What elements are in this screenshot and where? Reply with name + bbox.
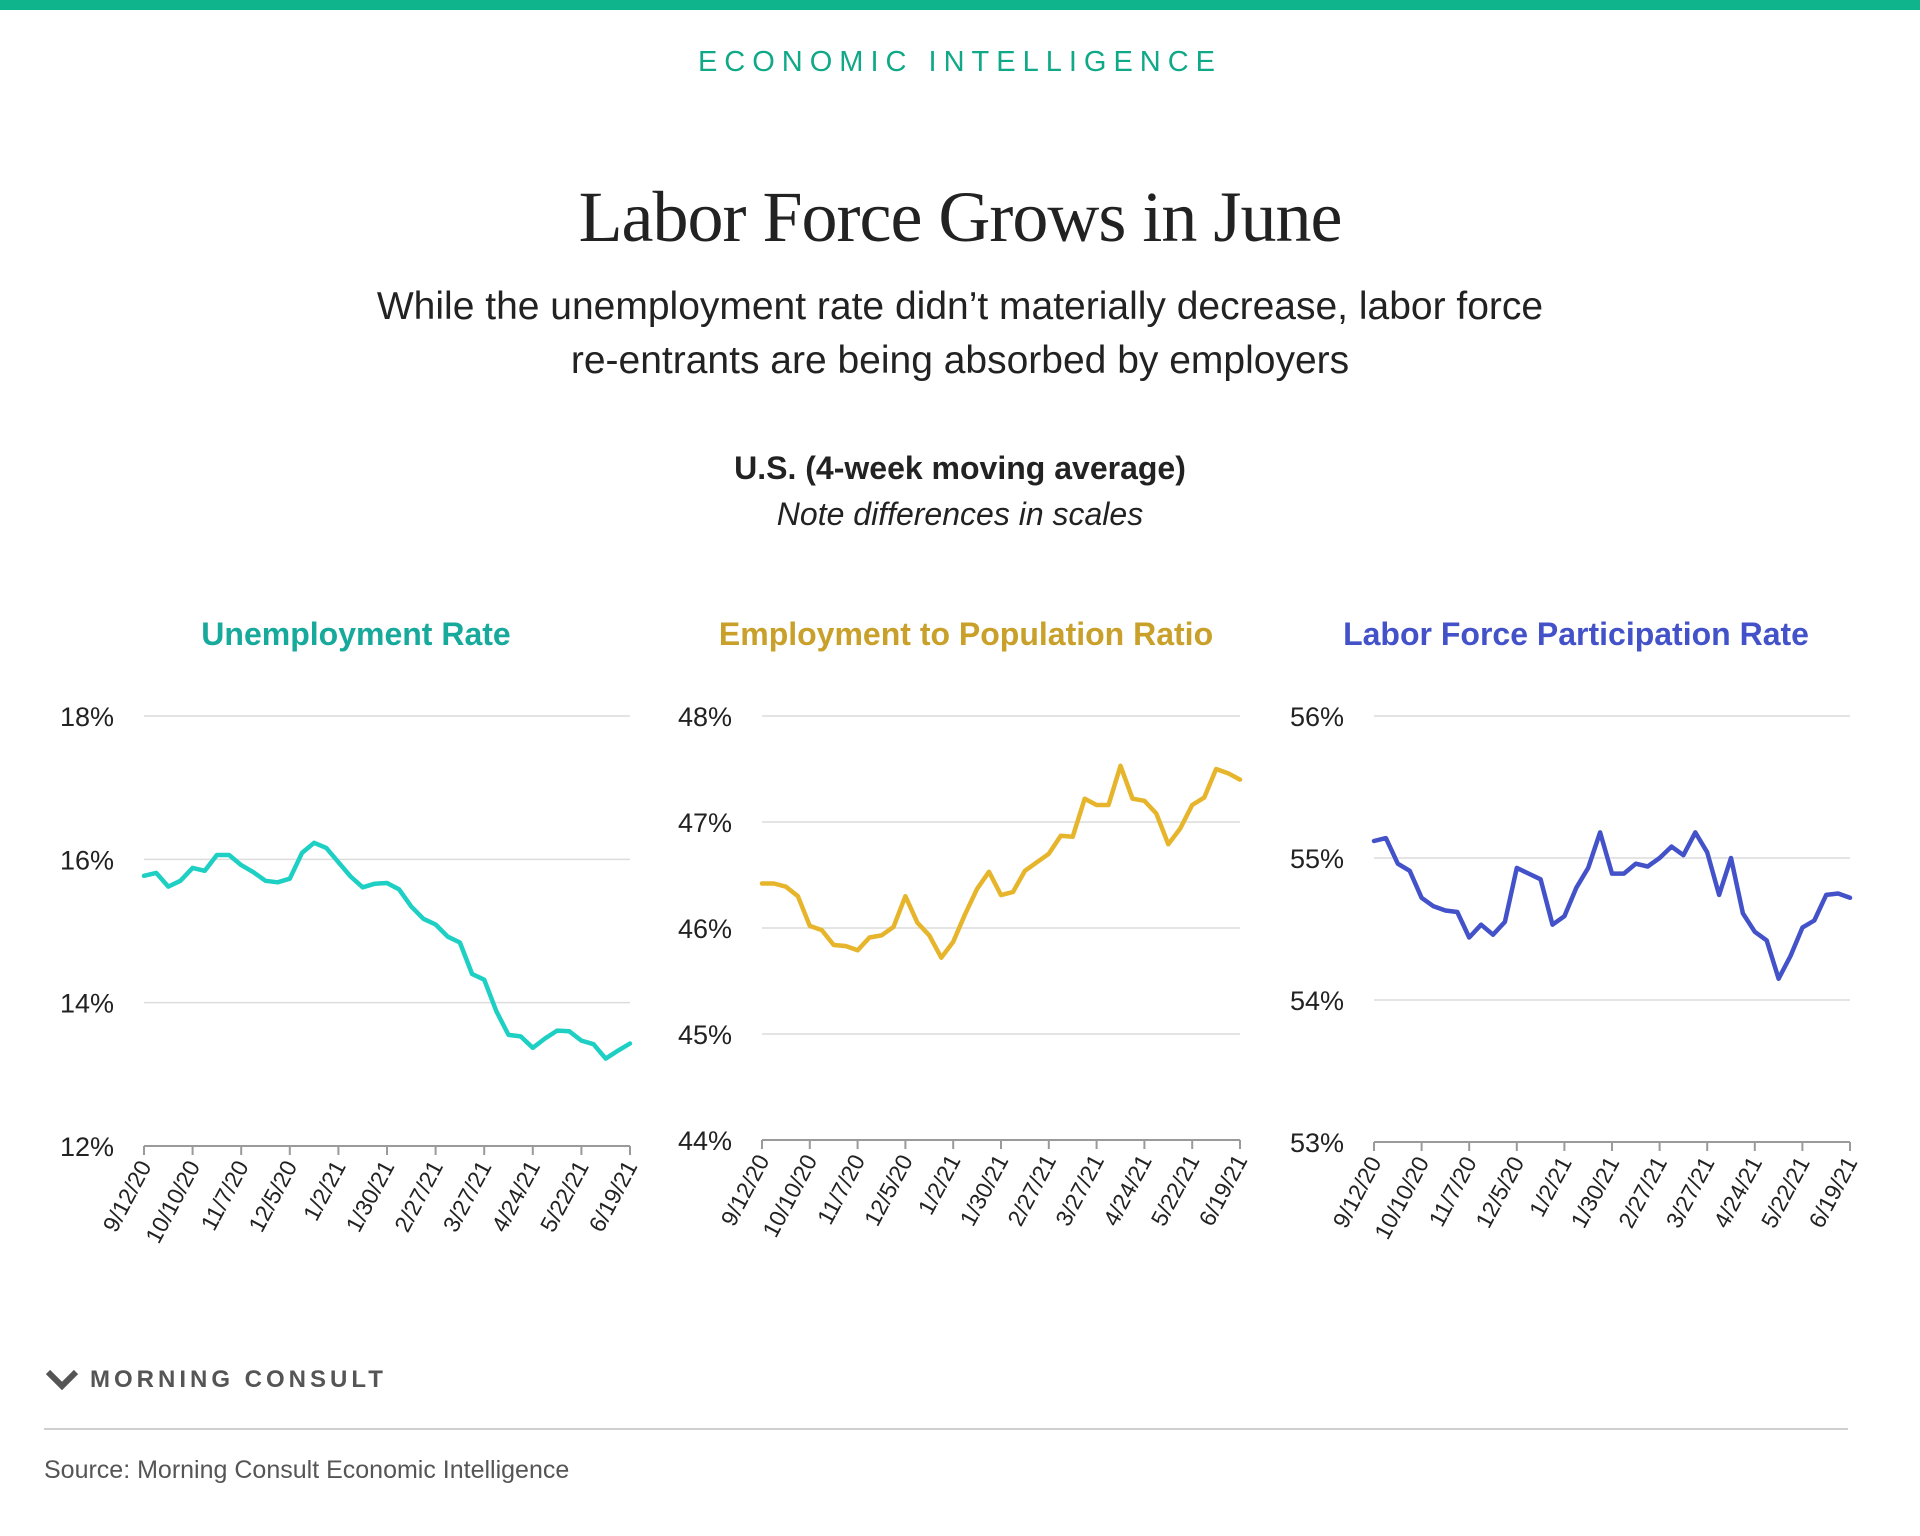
employment-population-y-tick-label: 45% [678,1020,732,1050]
participation-y-tick-label: 53% [1290,1128,1344,1158]
employment-population-y-tick-label: 48% [678,702,732,732]
chart-note: Note differences in scales [776,496,1144,532]
participation-chart-title: Labor Force Participation Rate [1343,616,1809,652]
unemployment-series-line [141,840,633,1061]
page-title: Labor Force Grows in June [578,177,1343,257]
unemployment-chart: Unemployment Rate12%14%16%18%9/12/2010/1… [60,616,642,1247]
unemployment-chart-title: Unemployment Rate [201,616,510,652]
participation-chart: Labor Force Participation Rate 53% 54% 55% 5… [1290,616,1862,1243]
employment-population-series-line [759,763,1243,960]
subtitle-line-2: re-entrants are being absorbed by employ… [570,339,1350,382]
employment-population-x-tick-label: 1/2/21 [913,1150,966,1219]
participation-y-tick-label: 56% [1290,702,1344,732]
unemployment-y-tick-label: 16% [60,845,114,875]
brand-footer: MORNING CONSULT [46,1366,387,1394]
brand-name: MORNING CONSULT [90,1366,387,1393]
unemployment-x-tick-label: 1/2/21 [298,1156,351,1225]
subtitle-line-1: While the unemployment rate didn’t mater… [376,285,1544,328]
chart-heading: U.S. (4-week moving average) [734,450,1186,486]
page-subtitle: While the unemployment rate didn’t mater… [260,280,1660,388]
unemployment-y-tick-label: 14% [60,989,114,1019]
employment-population-y-tick-label: 46% [678,914,732,944]
employment-population-y-tick-label: 44% [678,1126,732,1156]
footer-divider [44,1428,1848,1430]
employment-population-chart: Employment to Population Ratio 44% 45% 46% 4… [678,616,1252,1241]
unemployment-y-tick-label: 18% [60,702,114,732]
participation-x-tick-label: 1/2/21 [1524,1152,1577,1221]
employment-population-y-tick-label: 47% [678,808,732,838]
participation-y-tick-label: 54% [1290,986,1344,1016]
unemployment-y-tick-label: 12% [60,1132,114,1162]
employment-population-chart-title: Employment to Population Ratio [719,616,1213,652]
top-accent-bar [0,0,1920,10]
source-note: Source: Morning Consult Economic Intelli… [44,1456,570,1484]
participation-series-line [1371,830,1853,981]
eyebrow-label: ECONOMIC INTELLIGENCE [697,46,1223,78]
participation-y-tick-label: 55% [1290,844,1344,874]
morning-consult-logo-icon [46,1369,78,1391]
